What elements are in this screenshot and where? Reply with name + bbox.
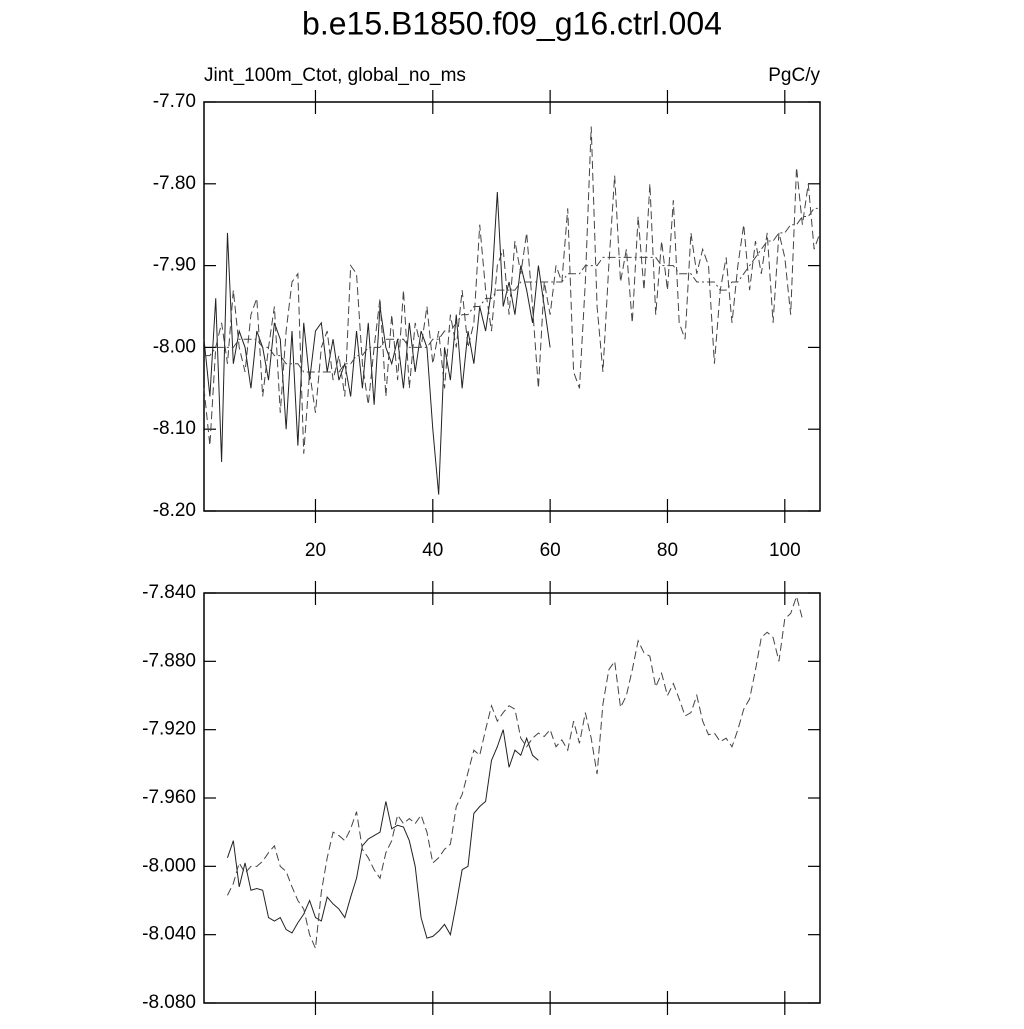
- y-tick-label: -7.960: [142, 787, 196, 808]
- y-tick-label: -7.90: [153, 255, 196, 276]
- y-tick-label: -8.10: [153, 418, 196, 439]
- y-tick-label: -7.80: [153, 173, 196, 194]
- right-subtitle: PgC/y: [768, 65, 820, 86]
- x-tick-label: 20: [305, 540, 326, 561]
- chart-title: b.e15.B1850.f09_g16.ctrl.004: [302, 5, 722, 41]
- y-tick-label: -7.880: [142, 650, 196, 671]
- y-tick-label: -8.080: [142, 992, 196, 1013]
- y-tick-label: -8.00: [153, 336, 196, 357]
- y-tick-label: -8.040: [142, 924, 196, 945]
- series-line: [203, 126, 821, 454]
- x-tick-label: 60: [540, 540, 561, 561]
- y-tick-label: -7.840: [142, 582, 196, 603]
- x-tick-label: 80: [657, 540, 678, 561]
- series-line: [226, 729, 539, 939]
- plot-frame: [203, 592, 821, 1004]
- y-tick-label: -7.920: [142, 719, 196, 740]
- series-line: [204, 207, 820, 373]
- x-tick-label: 100: [769, 540, 801, 561]
- y-tick-label: -7.70: [153, 91, 196, 112]
- series-line: [203, 191, 551, 495]
- y-tick-label: -8.000: [142, 855, 196, 876]
- x-tick-label: 40: [422, 540, 443, 561]
- series-line: [227, 594, 803, 951]
- y-tick-label: -8.20: [153, 500, 196, 521]
- plot-frame: [203, 101, 821, 512]
- left-subtitle: Jint_100m_Ctot, global_no_ms: [204, 65, 466, 86]
